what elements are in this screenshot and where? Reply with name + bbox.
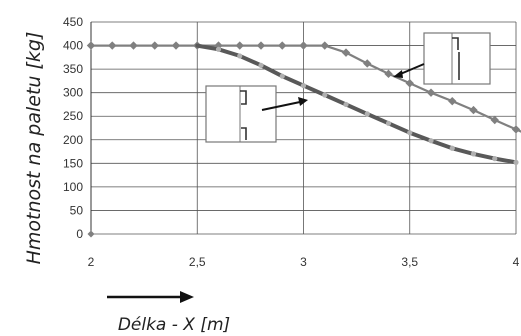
series-1-point [341, 48, 351, 57]
tick-labels: 0 50 100 150 200 250 300 350 400 450 2 2,5 3 3,5 4 [63, 15, 520, 269]
series-1-point [86, 41, 96, 50]
series-1-point [469, 105, 478, 115]
series-3-point [513, 159, 519, 165]
x-tick-label: 2,5 [189, 255, 206, 269]
y-tick-label: 100 [63, 180, 83, 194]
x-direction-arrow-icon [107, 291, 194, 303]
y-axis-title: Hmotnost na paletu [kg] [23, 32, 45, 265]
series-1-point [448, 96, 457, 106]
y-tick-label: 200 [63, 133, 83, 147]
origin-point [87, 230, 95, 238]
y-tick-label: 250 [63, 109, 83, 123]
series-3-point [407, 130, 413, 136]
series-1-point [235, 41, 244, 50]
y-tick-label: 400 [63, 39, 83, 53]
series-3-point [492, 156, 498, 162]
y-tick-label: 350 [63, 62, 83, 76]
y-tick-label: 50 [70, 203, 84, 217]
y-tick-label: 450 [63, 15, 83, 29]
series-3-point [258, 62, 264, 68]
x-tick-label: 2 [88, 255, 95, 269]
y-tick-label: 300 [63, 86, 83, 100]
x-tick-label: 4 [513, 255, 520, 269]
series-3-point [215, 46, 222, 52]
series-3-point [364, 111, 370, 117]
x-tick-label: 3,5 [401, 255, 418, 269]
series-3-point [279, 73, 285, 79]
series-2-line [195, 43, 518, 165]
series-1-point [363, 59, 372, 68]
inset-left [205, 85, 308, 143]
series-3-point [237, 53, 243, 59]
y-tick-label: 0 [76, 227, 83, 241]
series-3-point [470, 151, 477, 157]
series-1-point [171, 41, 181, 50]
series-1-point [214, 41, 223, 50]
x-axis-title: Délka - X [m] [118, 315, 230, 335]
series-3-point [428, 138, 434, 144]
series-3-point [449, 145, 455, 151]
series-3-point [300, 83, 307, 89]
series-1-point [256, 41, 266, 50]
series-1-point [278, 41, 287, 50]
series-1-point [150, 41, 159, 50]
series-layer [86, 41, 521, 238]
series-1-point [511, 125, 521, 134]
series-1-point [299, 41, 308, 50]
series-3-point [322, 92, 328, 98]
series-1-point [384, 69, 393, 79]
inset-right [393, 32, 491, 85]
series-3-point [343, 101, 349, 108]
series-3-point [385, 120, 392, 126]
series-1-point [490, 115, 499, 125]
series-1-point [405, 79, 414, 88]
series-1-point [426, 88, 436, 97]
series-1-point [320, 41, 329, 50]
series-1-line [89, 44, 521, 133]
series-1-point [129, 41, 138, 50]
y-tick-label: 150 [63, 156, 83, 170]
x-tick-label: 3 [300, 255, 307, 269]
series-1-point [108, 41, 117, 50]
